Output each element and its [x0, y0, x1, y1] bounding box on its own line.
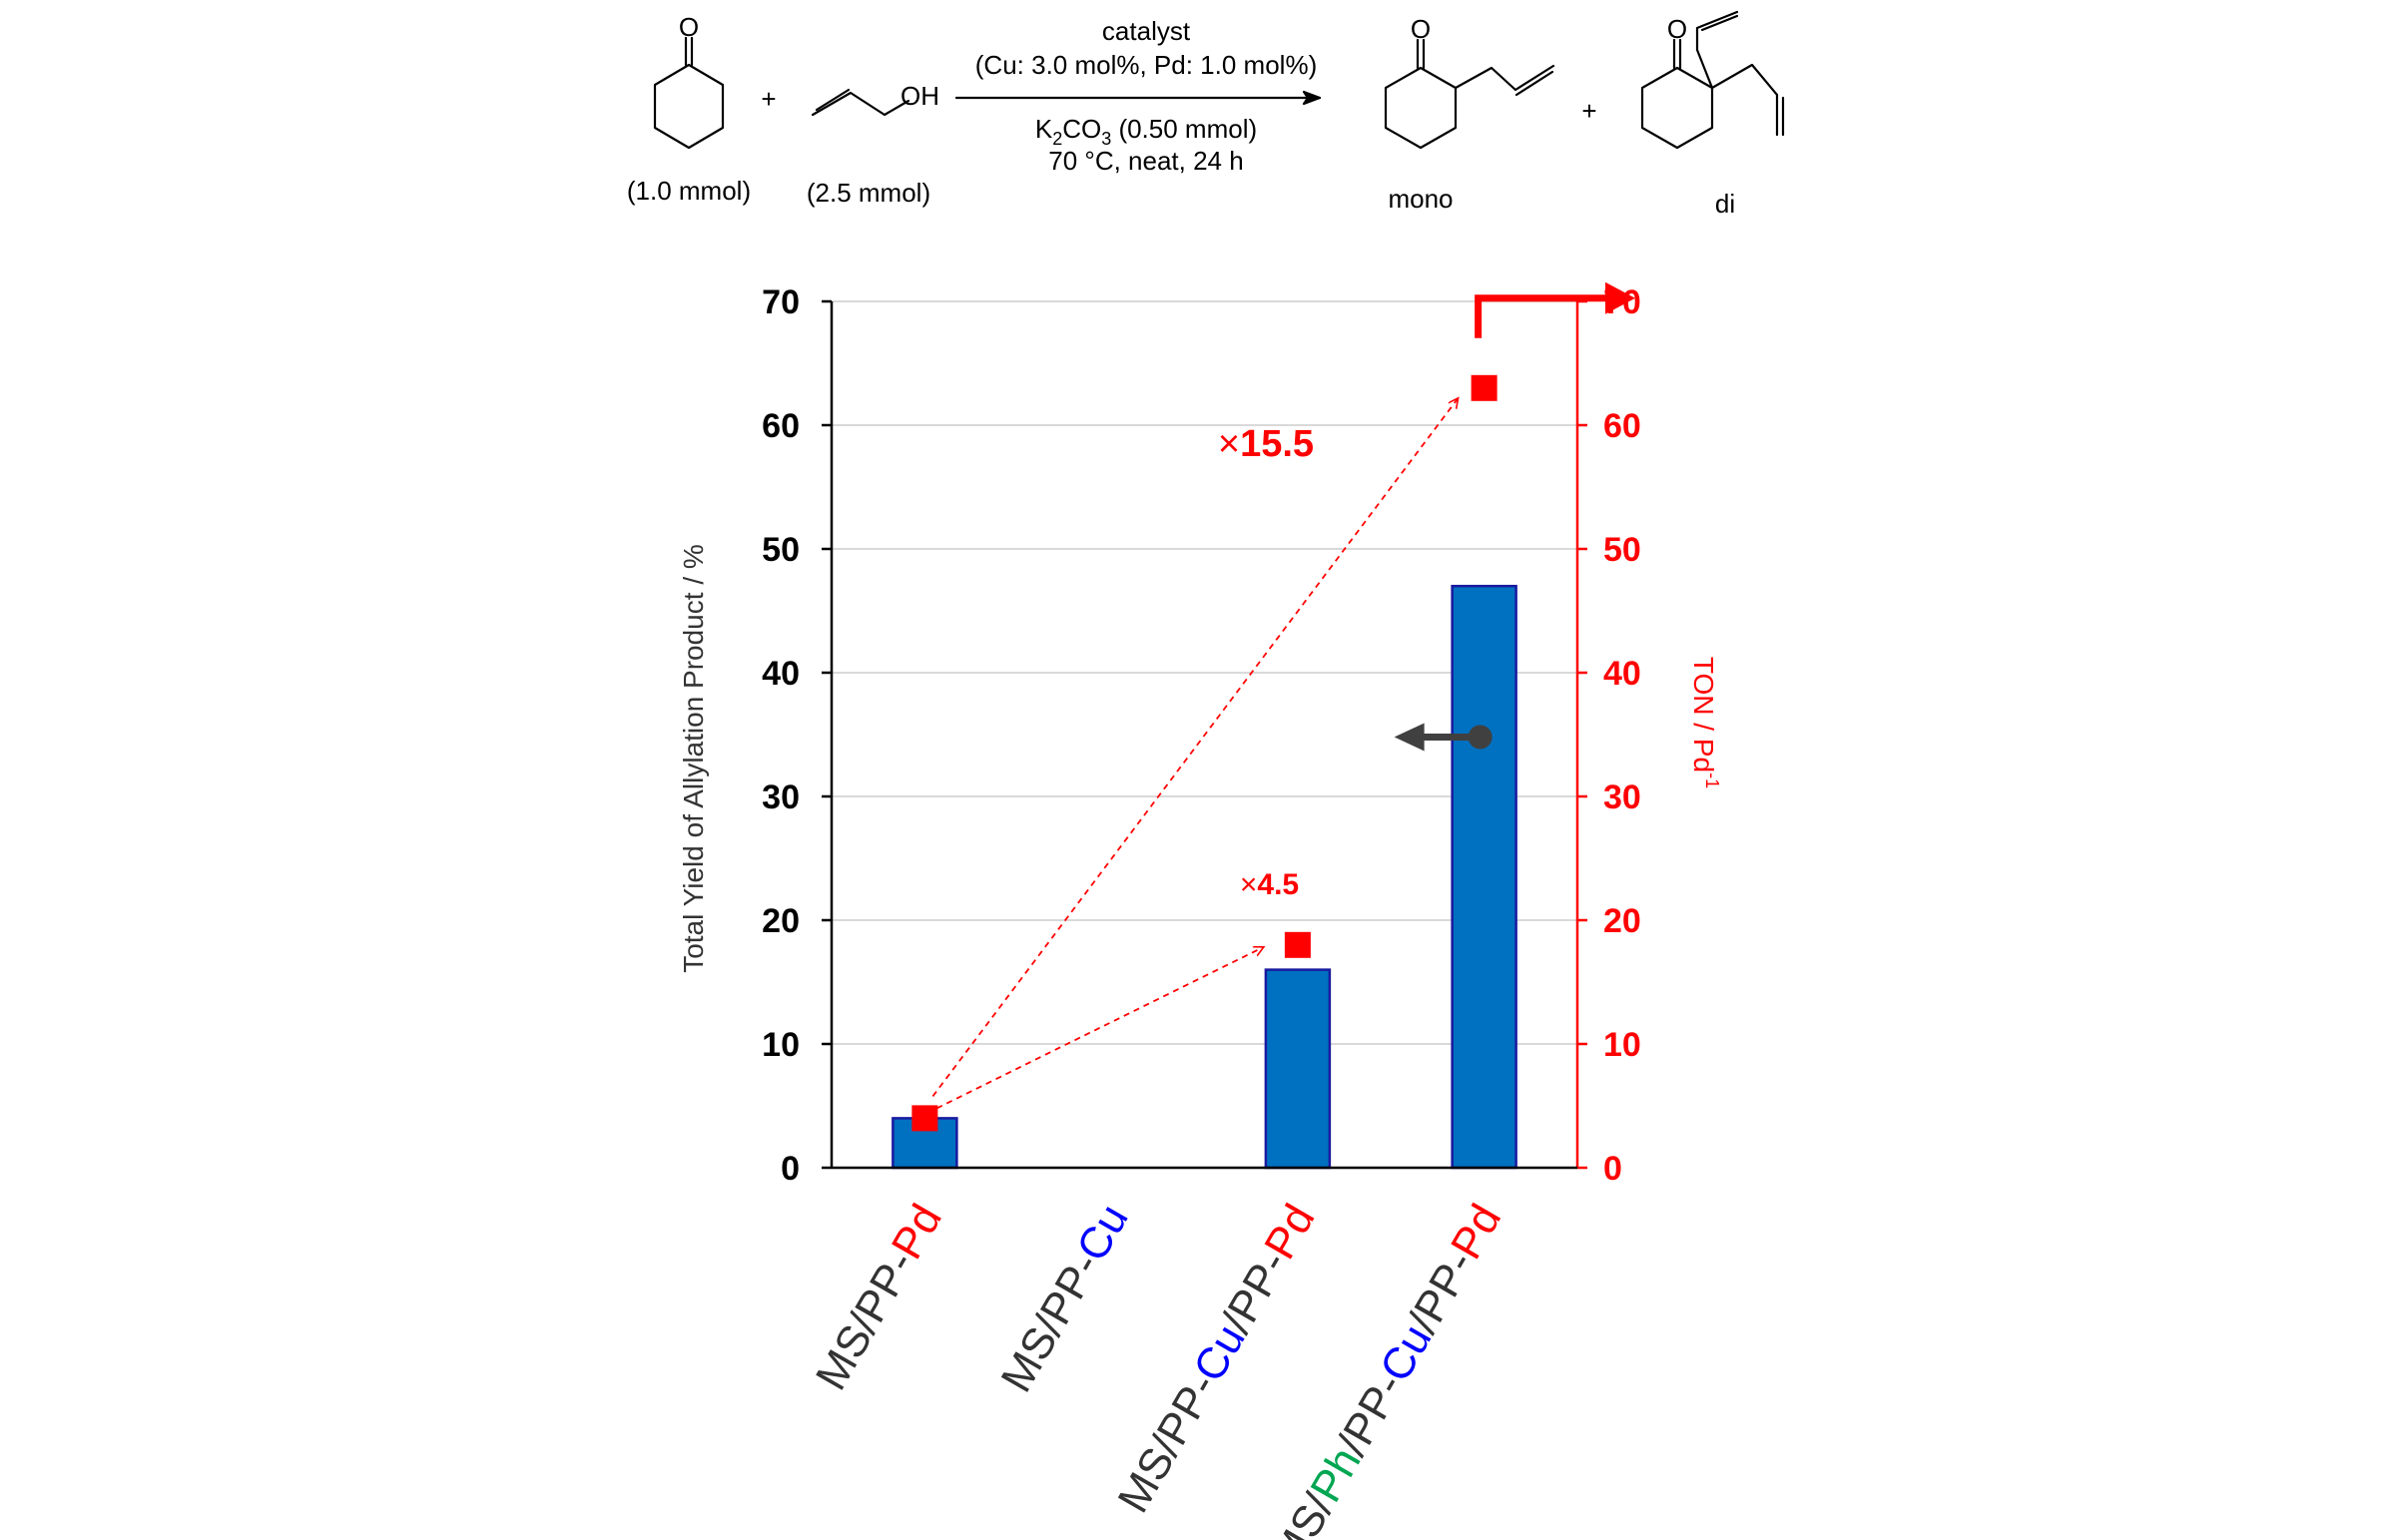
y-tick-label: 50: [762, 531, 800, 569]
ton-marker-3: [1284, 931, 1311, 958]
y-tick-label: 20: [762, 902, 800, 940]
y-tick-label: 10: [762, 1026, 800, 1064]
allyl-alcohol-amount: (2.5 mmol): [807, 178, 930, 208]
yield-axis-indicator-dot: [1468, 725, 1493, 750]
y-tick-label: 60: [762, 407, 800, 445]
ketone-oxygen: O: [679, 12, 699, 42]
catalyst-label: catalyst: [1102, 16, 1191, 46]
y2-tick-label: 10: [1603, 1026, 1641, 1064]
y2-tick-label: 60: [1603, 407, 1641, 445]
plus-sign-2: +: [1581, 96, 1596, 126]
ton-markers: [911, 374, 1498, 1132]
conditions-label: 70 °C, neat, 24 h: [1048, 146, 1243, 176]
category-labels: MS/PP-PdMS/PP-CuMS/PP-Cu/PP-PdMS/Ph/PP-C…: [807, 1197, 1510, 1540]
yield-bars: [892, 584, 1517, 1170]
y-tick-label: 70: [762, 283, 800, 321]
ketone-amount: (1.0 mmol): [627, 176, 751, 206]
ton-axis-indicator-head: [1605, 281, 1635, 314]
y-tick-label: 40: [762, 655, 800, 693]
y-tick-label: 0: [781, 1150, 800, 1188]
axis-indicators: [1394, 281, 1635, 752]
y-tick-label: 30: [762, 778, 800, 816]
cyclohexanone-ring: [653, 63, 725, 150]
hydroxyl-label: OH: [900, 81, 939, 111]
annotation-x15.5: ×15.5: [1218, 423, 1314, 465]
category-label-1: MS/PP-Pd: [807, 1197, 951, 1398]
y2-tick-label: 40: [1603, 655, 1641, 693]
category-label-3: MS/PP-Cu/PP-Pd: [1108, 1197, 1324, 1521]
mono-label: mono: [1388, 184, 1453, 214]
y2-tick-label: 0: [1603, 1150, 1622, 1188]
y-axis-label: Total Yield of Allylation Product / %: [678, 544, 709, 973]
reaction-scheme: O O O OH + + (1.0 mmol) (2.5 mmol) catal…: [627, 10, 1785, 219]
di-label: di: [1715, 189, 1735, 219]
ton-marker-4: [1471, 374, 1498, 401]
yield-bar-4: [1451, 584, 1517, 1170]
catalyst-loading: (Cu: 3.0 mol%, Pd: 1.0 mol%): [975, 50, 1317, 80]
plus-sign-1: +: [761, 84, 776, 114]
category-label-2: MS/PP-Cu: [991, 1197, 1137, 1400]
di-oxygen: O: [1667, 14, 1687, 44]
enhancement-arrow-4.5: [935, 947, 1264, 1110]
enhancement-arrows: [931, 398, 1458, 1110]
ton-marker-1: [911, 1105, 938, 1132]
axes: [822, 299, 1587, 1170]
y2-axis-label: TON / Pd-1: [1688, 657, 1722, 788]
base-label: K2CO3 (0.50 mmol): [1035, 114, 1257, 149]
allyl-alcohol-structure: [811, 91, 910, 117]
yield-bar-3: [1264, 968, 1332, 1170]
y2-tick-label: 20: [1603, 902, 1641, 940]
annotation-x4.5: ×4.5: [1240, 868, 1299, 901]
y2-tick-label: 30: [1603, 778, 1641, 816]
y2-tick-label: 50: [1603, 531, 1641, 569]
mono-oxygen: O: [1411, 14, 1431, 44]
yield-axis-indicator-head: [1394, 723, 1425, 752]
ton-axis-indicator-arrow: [1475, 294, 1609, 338]
enhancement-arrow-15.5: [931, 398, 1458, 1097]
